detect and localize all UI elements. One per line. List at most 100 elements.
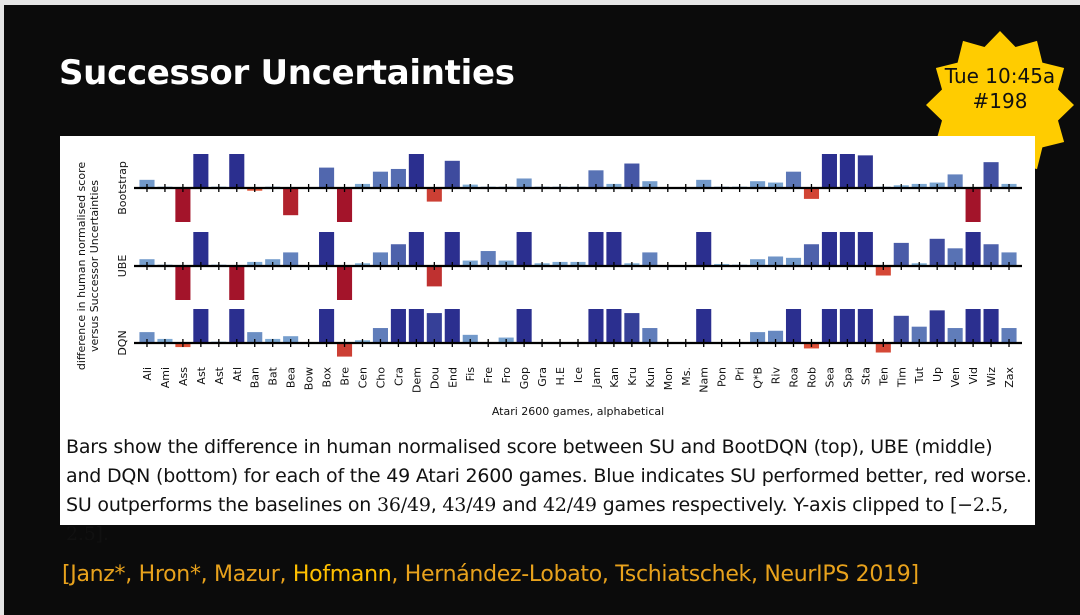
- bar-bootstrap-13: [372, 171, 388, 188]
- bar-dqn-35: [768, 330, 784, 343]
- bar-bootstrap-25: [588, 170, 604, 188]
- caption-text-1: Bars show the difference in human normal…: [66, 436, 1032, 516]
- caption-math-dqn: 42/49: [543, 494, 597, 516]
- bar-dqn-21: [516, 309, 532, 343]
- x-tick-label-17: End: [446, 367, 459, 388]
- y-axis-label-line2: versus Successor Uncertainties: [88, 180, 101, 352]
- bar-dqn-43: [911, 326, 927, 343]
- bar-dqn-27: [624, 313, 640, 343]
- bar-bootstrap-17: [444, 160, 460, 188]
- x-tick-label-30: Ms.: [680, 367, 693, 386]
- x-tick-label-47: Wiz: [985, 367, 998, 387]
- bar-ube-44: [929, 238, 945, 266]
- x-tick-label-42: Tim: [895, 367, 908, 388]
- x-tick-label-31: Nam: [698, 367, 711, 393]
- caption-text-3: and: [496, 494, 544, 516]
- bar-bootstrap-46: [965, 188, 981, 222]
- figure-panel: Bootstrap UBE DQN difference in human norma…: [60, 136, 1035, 545]
- x-tick-label-20: Fro: [500, 367, 513, 384]
- x-tick-label-41: Ten: [877, 367, 890, 387]
- bar-dqn-31: [696, 309, 712, 343]
- bar-bootstrap-10: [319, 167, 335, 188]
- x-tick-label-43: Tut: [913, 366, 926, 384]
- x-tick-label-32: Pon: [716, 367, 729, 387]
- bar-ube-31: [696, 232, 712, 266]
- x-tick-label-46: Vid: [967, 367, 980, 384]
- bar-bootstrap-8: [283, 188, 299, 216]
- x-tick-label-0: Ali: [141, 367, 154, 381]
- bar-chart: Bootstrap UBE DQN difference in human norma…: [75, 154, 1022, 418]
- x-tick-label-27: Kru: [626, 367, 639, 386]
- bar-dqn-40: [857, 309, 873, 343]
- bar-ube-36: [785, 257, 802, 266]
- x-tick-label-12: Cen: [357, 367, 370, 388]
- bar-dqn-48: [1001, 328, 1017, 343]
- bar-ube-21: [516, 232, 532, 266]
- bar-bootstrap-0: [139, 179, 155, 188]
- badge-text: Tue 10:45a #198: [925, 64, 1075, 114]
- bar-dqn-36: [785, 309, 802, 343]
- x-tick-label-26: Kan: [608, 367, 621, 388]
- row-label-dqn: DQN: [116, 330, 129, 355]
- bar-bootstrap-45: [947, 174, 963, 188]
- x-tick-label-6: Ban: [249, 367, 262, 388]
- x-tick-label-37: Rob: [806, 367, 819, 388]
- bar-bootstrap-3: [193, 154, 209, 188]
- bar-bootstrap-14: [390, 168, 406, 188]
- citation-before: [Janz*, Hron*, Mazur,: [62, 562, 293, 587]
- x-tick-label-14: Cra: [392, 367, 405, 386]
- caption-text-2: ,: [430, 494, 443, 516]
- bar-ube-38: [821, 232, 837, 266]
- caption-math-bootstrap: 36/49: [376, 494, 431, 516]
- badge-time: Tue 10:45a: [944, 64, 1056, 88]
- x-tick-label-19: Fre: [482, 367, 495, 384]
- bar-bootstrap-11: [336, 188, 353, 222]
- bar-dqn-38: [821, 309, 837, 343]
- bar-bootstrap-15: [408, 154, 424, 188]
- slide-title: Successor Uncertainties: [59, 53, 515, 93]
- bar-ube-42: [893, 242, 909, 266]
- bar-ube-46: [965, 232, 981, 266]
- x-tick-label-11: Bre: [339, 367, 352, 386]
- bar-dqn-3: [193, 309, 209, 343]
- bar-dqn-6: [247, 332, 263, 343]
- caption-math-ube: 43/49: [442, 494, 497, 516]
- x-tick-label-13: Cho: [374, 367, 387, 389]
- bar-ube-41: [875, 266, 891, 276]
- x-tick-label-7: Bat: [267, 366, 280, 385]
- bar-dqn-10: [319, 309, 335, 343]
- x-tick-label-45: Ven: [949, 367, 962, 387]
- bar-bootstrap-38: [821, 154, 837, 188]
- bar-ube-40: [857, 232, 873, 266]
- bar-ube-47: [983, 244, 999, 266]
- row-label-bootstrap: Bootstrap: [116, 161, 129, 215]
- x-tick-label-9: Bow: [303, 367, 316, 390]
- bar-ube-17: [444, 232, 460, 266]
- x-tick-label-25: Jam: [590, 367, 603, 389]
- bar-bootstrap-16: [426, 188, 442, 202]
- x-tick-label-29: Mon: [662, 367, 675, 390]
- y-axis-label-line1: difference in human normalised score: [75, 162, 88, 370]
- bar-ube-35: [768, 256, 784, 266]
- citation-highlight: Hofmann: [292, 562, 392, 587]
- figure-caption: Bars show the difference in human normal…: [66, 433, 1032, 549]
- bar-ube-37: [803, 244, 820, 266]
- x-tick-label-2: Ass: [177, 367, 190, 386]
- bar-dqn-0: [139, 332, 155, 343]
- bar-ube-48: [1001, 252, 1017, 266]
- row-label-ube: UBE: [116, 255, 129, 278]
- bar-dqn-44: [929, 310, 945, 343]
- bar-ube-14: [390, 244, 406, 266]
- x-tick-label-3: Ast: [195, 366, 208, 384]
- bar-dqn-17: [444, 309, 460, 343]
- bar-dqn-11: [336, 343, 353, 357]
- bar-dqn-18: [462, 334, 478, 343]
- bar-dqn-39: [839, 309, 855, 343]
- x-axis-label: Atari 2600 games, alphabetical: [492, 405, 664, 418]
- caption-math-clip: [−2.5, 2.5]: [66, 494, 1009, 545]
- bar-ube-10: [319, 232, 335, 266]
- bar-ube-8: [283, 252, 299, 266]
- caption-text-4: games respectively. Y-axis clipped to: [596, 494, 950, 516]
- bar-ube-2: [175, 266, 191, 300]
- bar-ube-19: [480, 251, 496, 266]
